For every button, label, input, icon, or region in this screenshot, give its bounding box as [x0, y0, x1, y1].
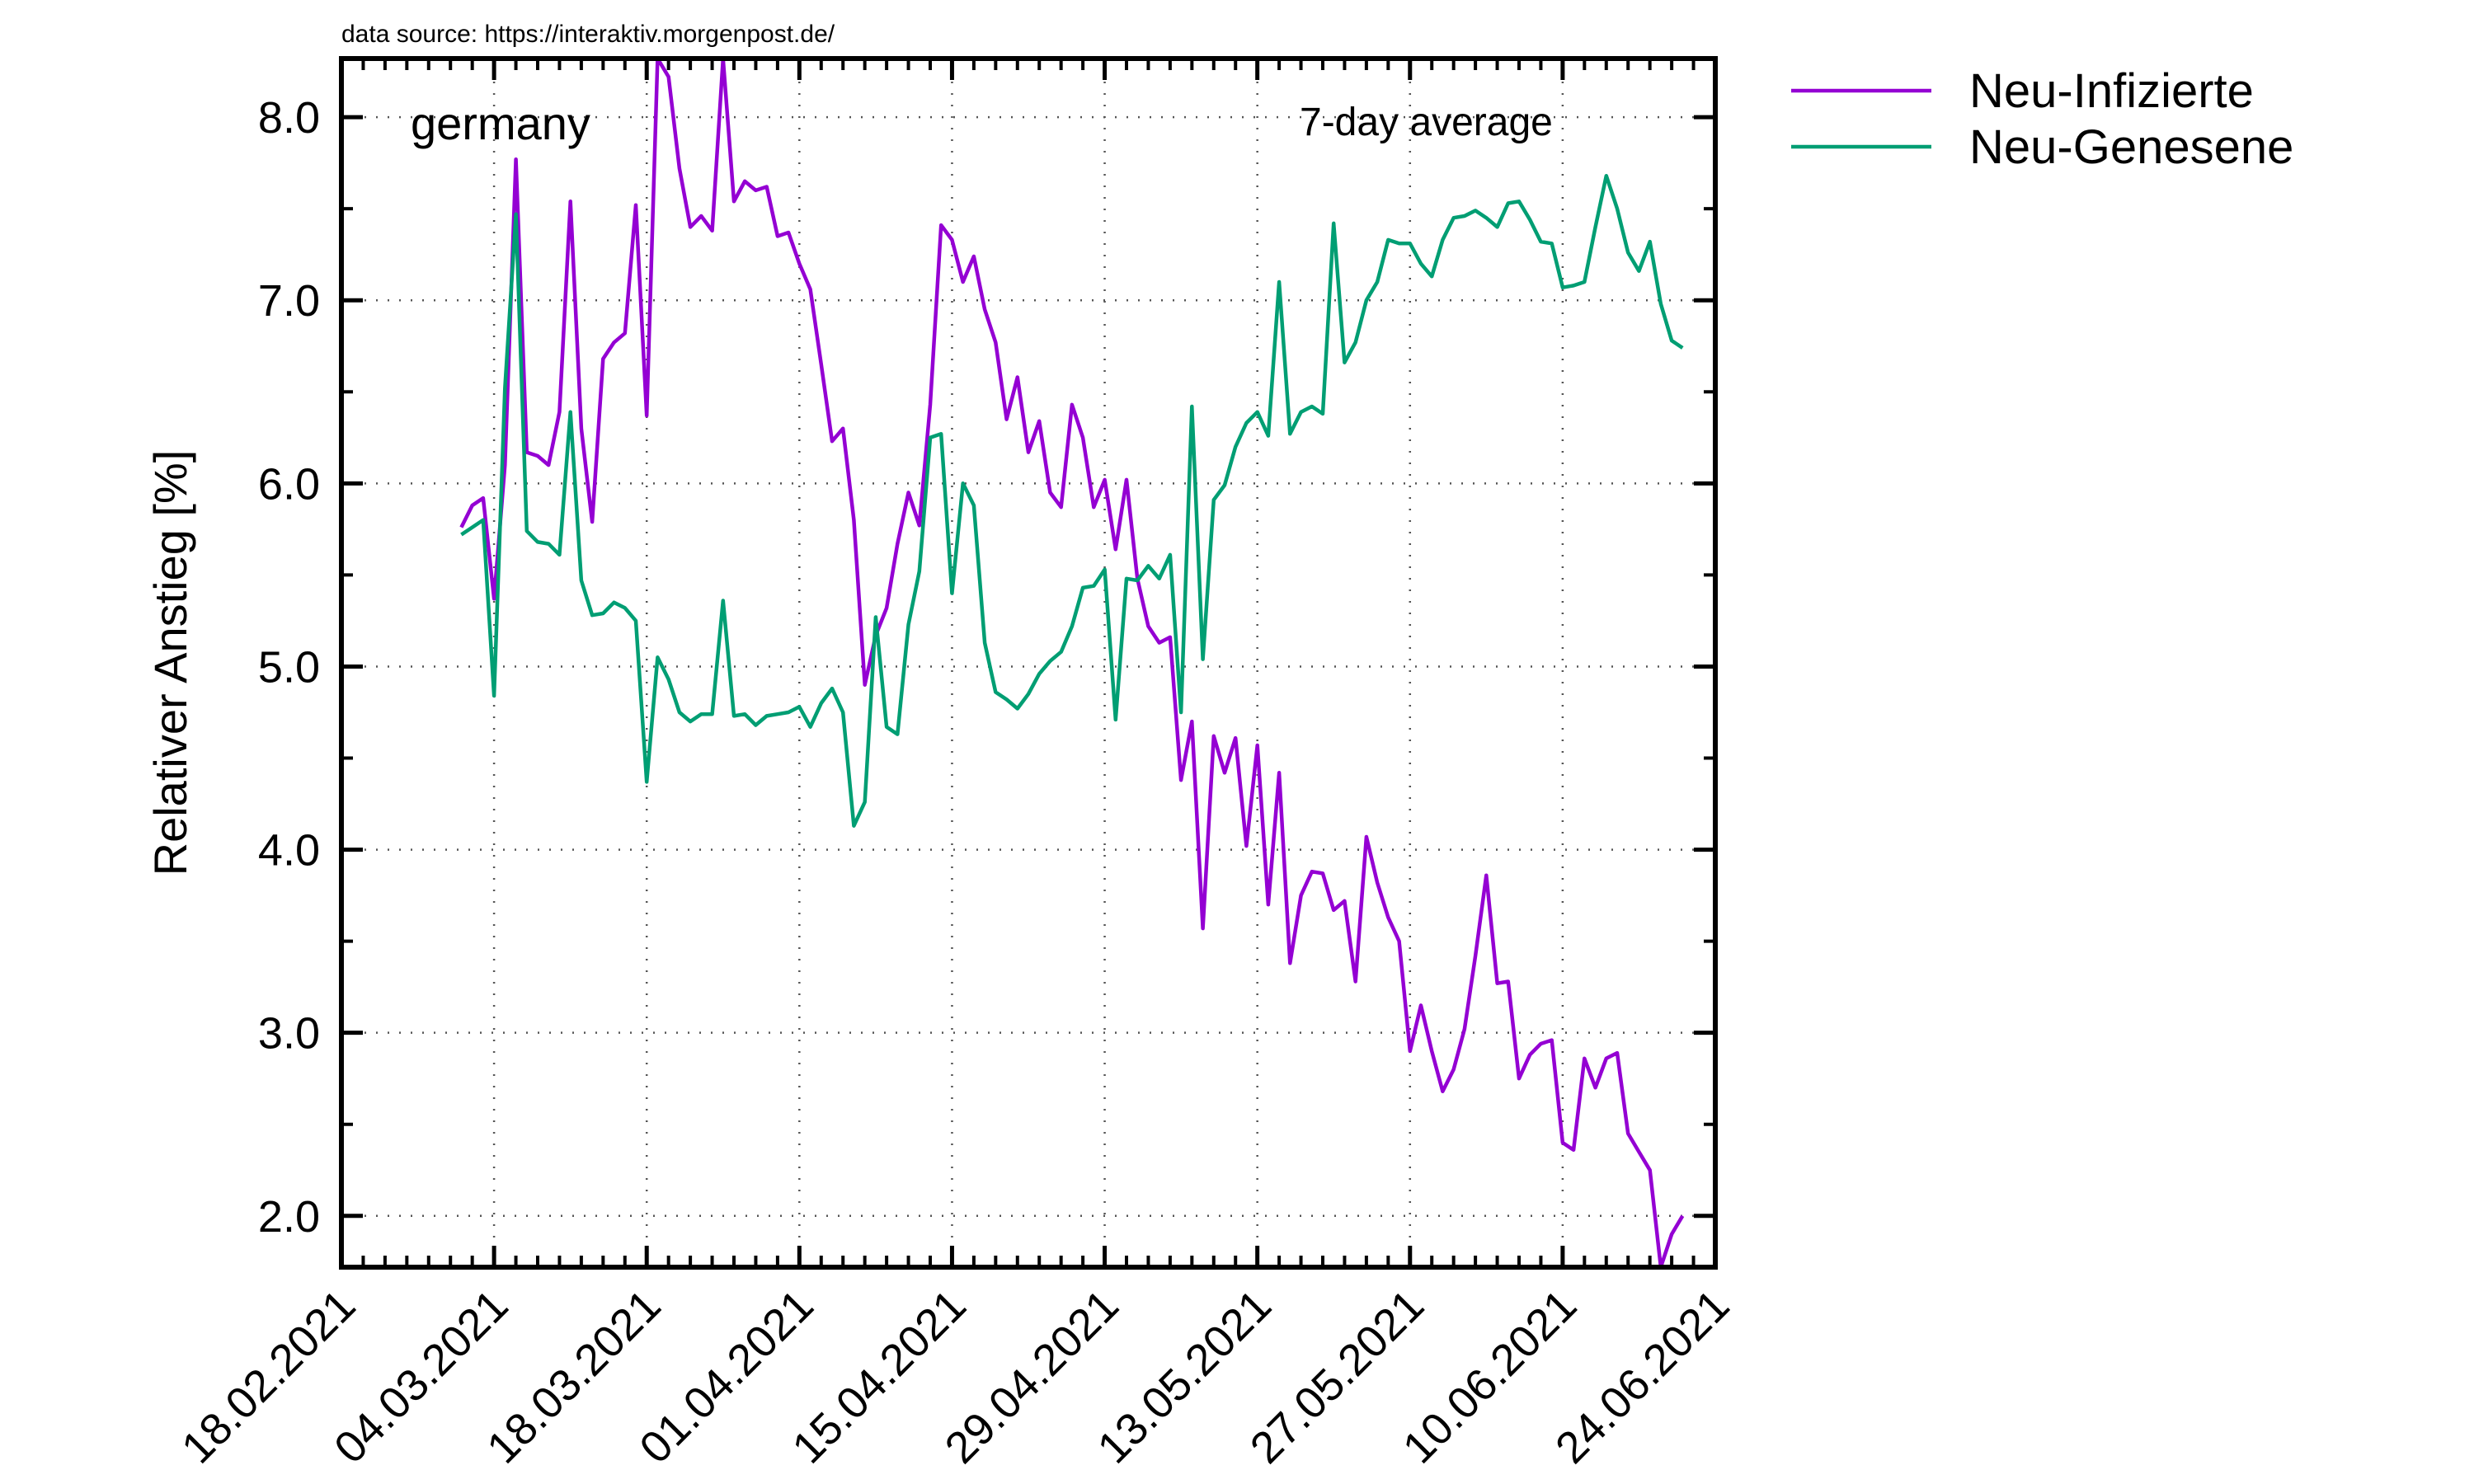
- legend-label-1: Neu-Infizierte: [1969, 64, 2254, 118]
- y-tick-label: 6.0: [258, 459, 320, 509]
- y-tick-label: 3.0: [258, 1009, 320, 1059]
- series-layer: [459, 59, 1685, 1267]
- source-note: data source: https://interaktiv.morgenpo…: [341, 21, 835, 48]
- y-tick-label: 2.0: [258, 1192, 320, 1242]
- y-axis-title: Relativer Anstieg [%]: [144, 450, 196, 876]
- y-tick-labels: 2.0 3.0 4.0 5.0 6.0 7.0 8.0: [258, 93, 320, 1242]
- region-label: germany: [411, 97, 590, 149]
- y-tick-label: 8.0: [258, 93, 320, 143]
- legend-label-2: Neu-Genesene: [1969, 120, 2293, 174]
- plot-frame: [339, 56, 1718, 1270]
- y-tick-label: 5.0: [258, 642, 320, 692]
- series-line-2: [460, 173, 1684, 828]
- series-line-1: [459, 59, 1685, 1267]
- y-tick-label: 7.0: [258, 276, 320, 326]
- average-label: 7-day average: [1300, 101, 1553, 144]
- y-tick-label: 4.0: [258, 826, 320, 876]
